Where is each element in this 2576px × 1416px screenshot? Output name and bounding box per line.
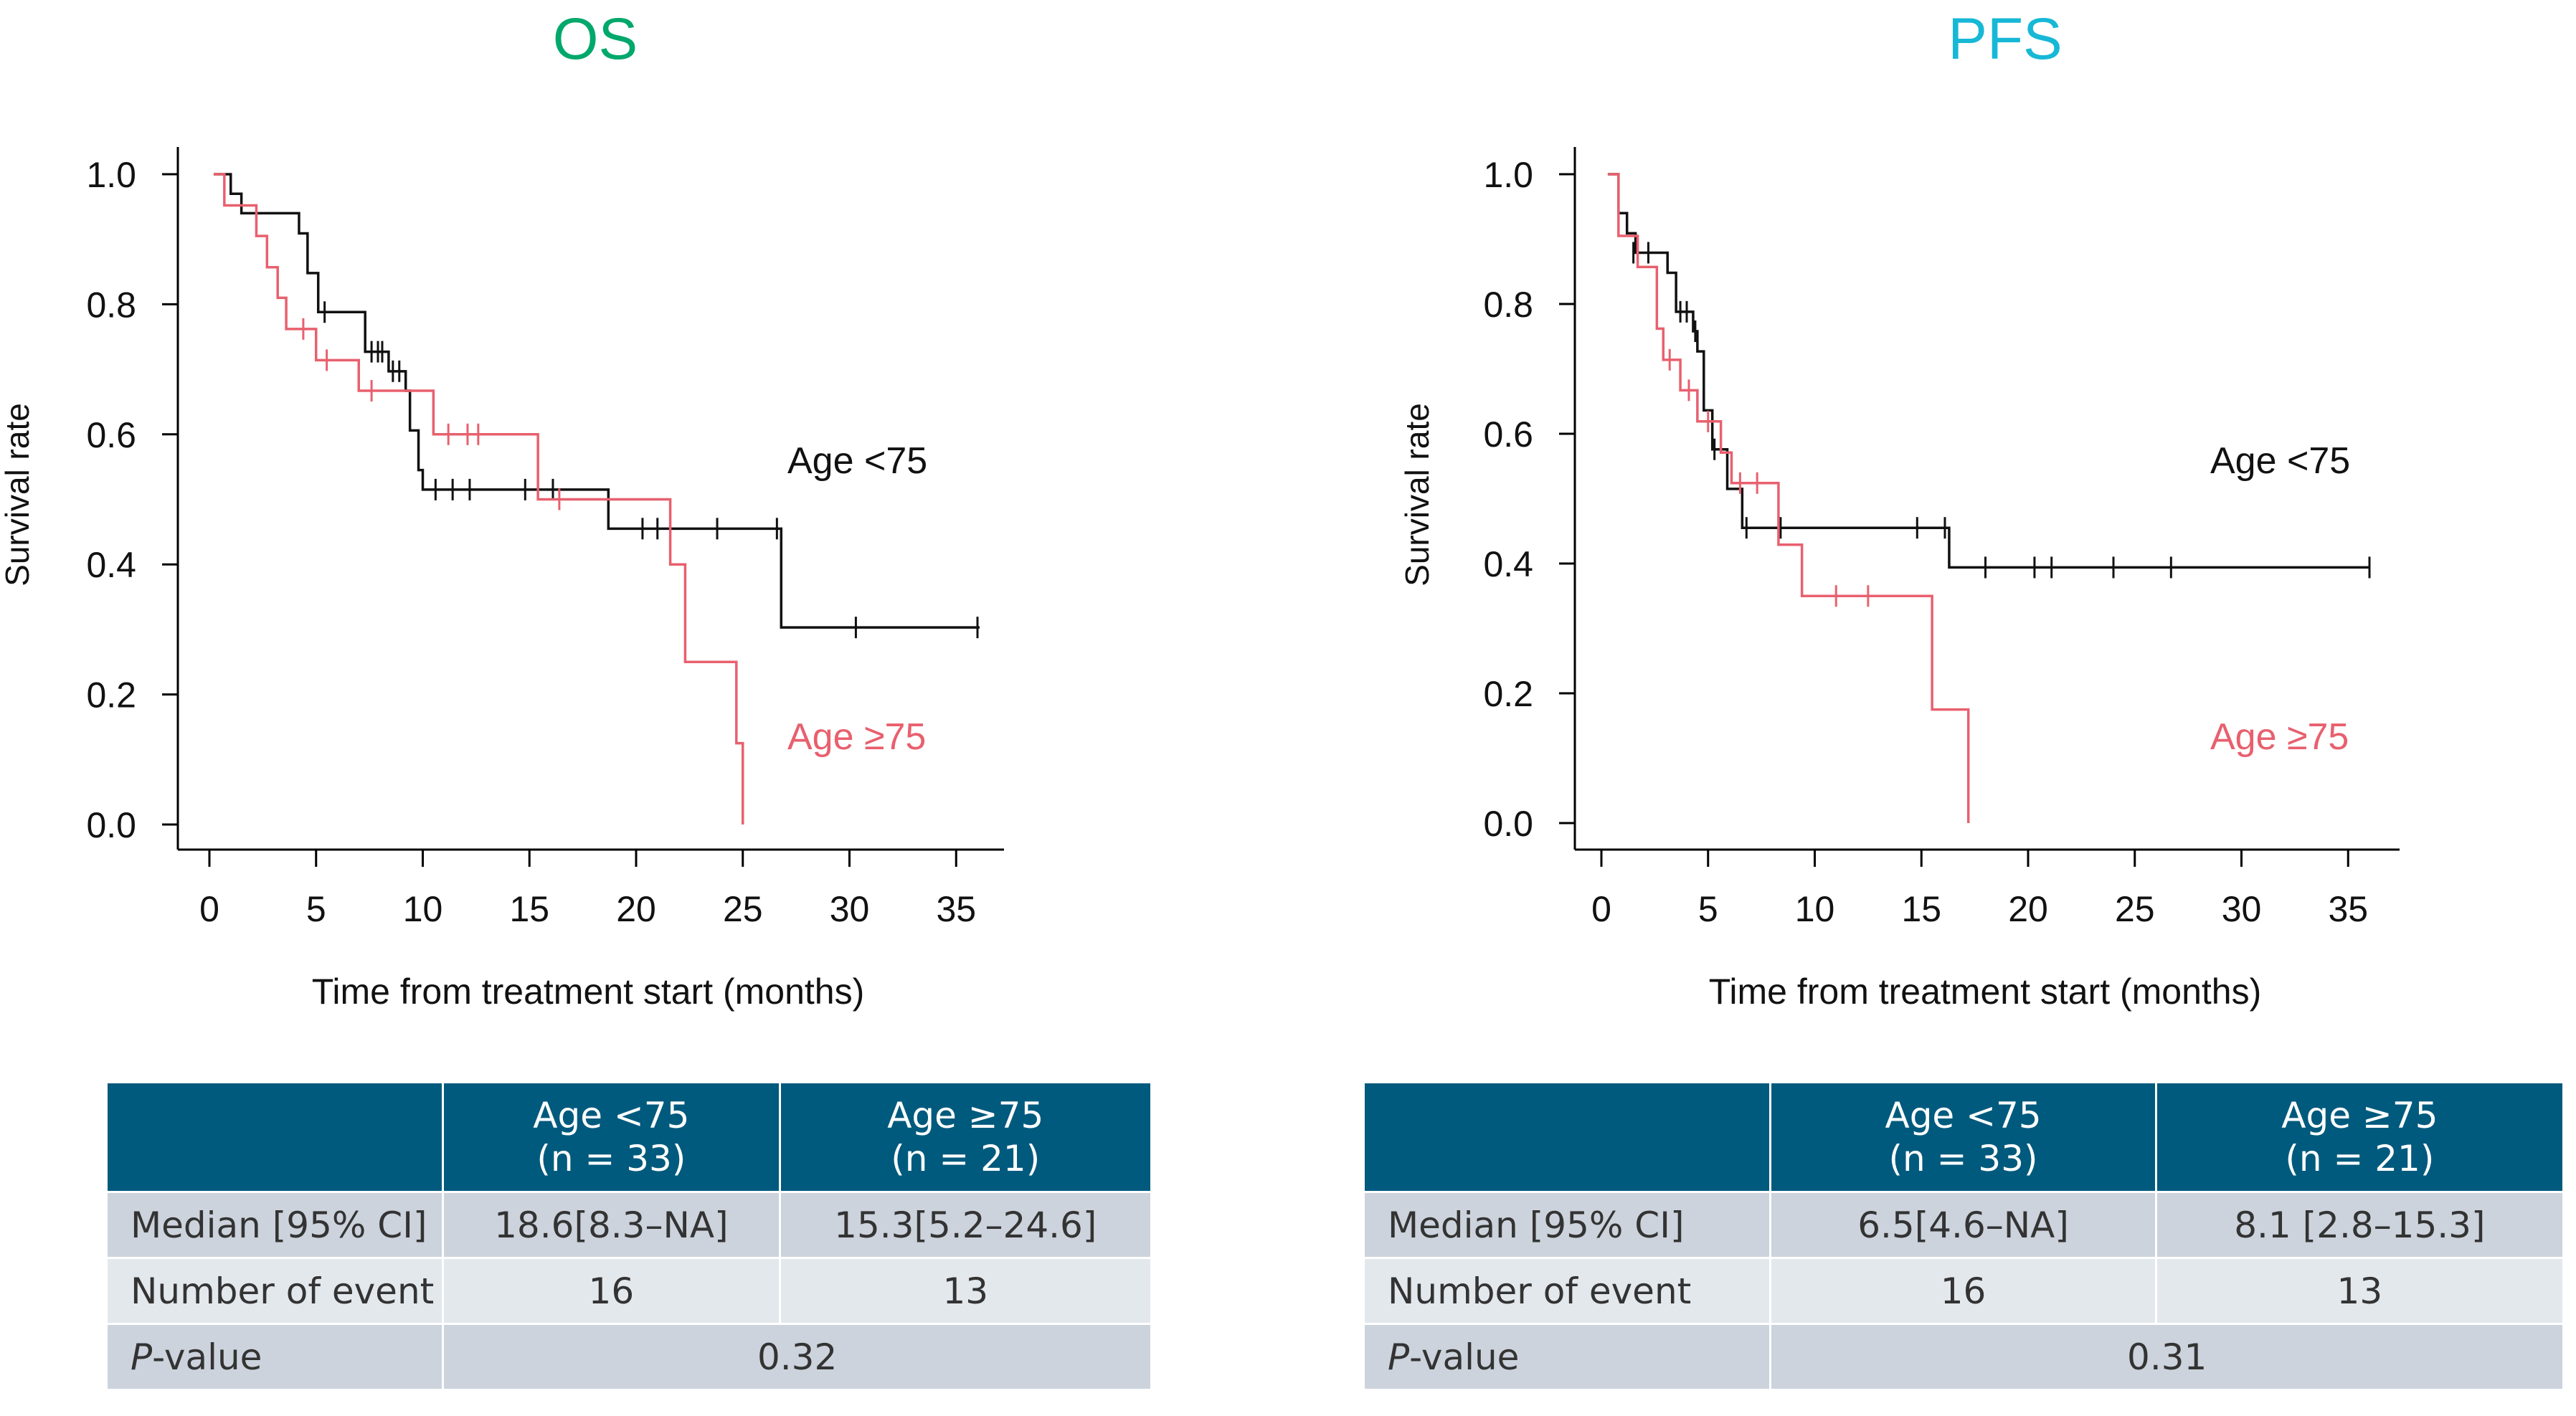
pfs-pvalue-label-rest: -value — [1409, 1336, 1520, 1378]
os-age-under-75-curve — [213, 173, 980, 629]
os-x-tick-label: 10 — [403, 889, 443, 929]
pfs-header-young-n: (n = 33) — [1888, 1138, 2038, 1179]
os-x-tick-label: 0 — [199, 889, 219, 929]
pfs-y-tick-label: 0.8 — [1483, 285, 1533, 325]
os-header-young: Age <75 (n = 33) — [442, 1081, 781, 1193]
os-header-old-n: (n = 21) — [891, 1138, 1041, 1179]
pfs-events-label: Number of event — [1362, 1257, 1772, 1325]
pfs-x-tick-label: 0 — [1591, 889, 1611, 929]
os-y-tick-label: 0.8 — [86, 285, 136, 325]
os-title: OS — [552, 6, 638, 72]
pfs-y-tick-label: 1.0 — [1483, 155, 1533, 195]
pfs-x-axis-label: Time from treatment start (months) — [1709, 971, 2262, 1012]
pfs-x-tick-label: 25 — [2115, 889, 2155, 929]
pfs-median-label: Median [95% CI] — [1362, 1191, 1772, 1259]
pfs-header-young: Age <75 (n = 33) — [1769, 1081, 2157, 1193]
pfs-table-corner — [1362, 1081, 1772, 1193]
pfs-x-tick-label: 20 — [2008, 889, 2048, 929]
os-table-header-row: Age <75 (n = 33) Age ≥75 (n = 21) — [105, 1081, 1152, 1193]
pfs-events-row: Number of event 16 13 — [1362, 1257, 2565, 1325]
pfs-chart: 0.0 0.2 0.4 0.6 0.8 1.0 0 5 10 15 20 25 30 35 Time fro… — [1398, 147, 2400, 1012]
pfs-header-old-label: Age ≥75 — [2281, 1095, 2438, 1136]
pfs-age-under-75-legend-label: Age <75 — [2210, 440, 2350, 482]
os-events-row: Number of event 16 13 — [105, 1257, 1152, 1325]
pfs-stats-table: Age <75 (n = 33) Age ≥75 (n = 21) Median… — [1362, 1081, 2565, 1391]
pfs-header-young-label: Age <75 — [1885, 1095, 2042, 1136]
os-series-age-under-75: Age <75 — [213, 173, 980, 639]
os-x-tick-label: 5 — [306, 889, 326, 929]
os-y-tick-label: 0.2 — [86, 675, 136, 716]
pfs-title: PFS — [1948, 6, 2063, 72]
pfs-y-tick-label: 0.6 — [1483, 414, 1533, 455]
os-y-tick-label: 0.6 — [86, 415, 136, 455]
os-x-tick-label: 35 — [936, 889, 976, 929]
os-y-axis-label: Survival rate — [0, 403, 36, 586]
pfs-header-old-n: (n = 21) — [2285, 1138, 2435, 1179]
os-stats-table: Age <75 (n = 33) Age ≥75 (n = 21) Median… — [105, 1081, 1152, 1391]
pfs-pvalue-label-p: P — [1388, 1336, 1410, 1378]
pfs-age-75-plus-legend-label: Age ≥75 — [2210, 716, 2349, 758]
os-age-75-plus-legend-label: Age ≥75 — [787, 716, 926, 758]
pfs-pvalue-label: P-value — [1362, 1323, 1772, 1391]
os-pvalue-row: P-value 0.32 — [105, 1323, 1152, 1391]
os-table-corner — [105, 1081, 445, 1193]
os-header-young-label: Age <75 — [533, 1095, 690, 1136]
os-y-tick-label: 0.0 — [86, 805, 136, 845]
pfs-events-old: 13 — [2154, 1257, 2565, 1325]
os-x-tick-label: 30 — [830, 889, 870, 929]
os-header-old: Age ≥75 (n = 21) — [778, 1081, 1152, 1193]
pfs-x-tick-label: 5 — [1698, 889, 1718, 929]
pfs-median-old: 8.1 [2.8–15.3] — [2154, 1191, 2565, 1259]
pfs-panel: PFS 0.0 0.2 0.4 0.6 0.8 1.0 0 5 10 15 20 25 30 35 Time… — [1288, 0, 2576, 1416]
pfs-y-axis-label: Survival rate — [1398, 403, 1436, 586]
os-pvalue-label-rest: -value — [152, 1336, 262, 1378]
pfs-x-tick-label: 30 — [2222, 889, 2262, 929]
os-median-label: Median [95% CI] — [105, 1191, 445, 1259]
pfs-age-under-75-curve — [1607, 173, 2369, 569]
os-median-young: 18.6[8.3–NA] — [442, 1191, 781, 1259]
pfs-median-row: Median [95% CI] 6.5[4.6–NA] 8.1 [2.8–15.… — [1362, 1191, 2565, 1259]
os-age-75-plus-curve — [213, 173, 744, 825]
pfs-y-tick-label: 0.0 — [1483, 804, 1533, 844]
pfs-series-age-under-75: Age <75 — [1607, 173, 2371, 579]
os-x-tick-label: 25 — [723, 889, 763, 929]
os-series-age-75-plus: Age ≥75 — [213, 173, 926, 825]
os-axes: 0.0 0.2 0.4 0.6 0.8 1.0 0 5 10 15 20 25 30 35 Time fro… — [0, 147, 1004, 1012]
pfs-header-old: Age ≥75 (n = 21) — [2154, 1081, 2565, 1193]
os-panel: OS 0.0 0.2 0.4 0.6 0.8 1.0 0 5 10 15 20 25 30 35 Time … — [0, 6, 1152, 1391]
pfs-table-header-row: Age <75 (n = 33) Age ≥75 (n = 21) — [1362, 1081, 2565, 1193]
os-median-row: Median [95% CI] 18.6[8.3–NA] 15.3[5.2–24… — [105, 1191, 1152, 1259]
pfs-y-tick-label: 0.2 — [1483, 674, 1533, 714]
os-age-under-75-legend-label: Age <75 — [787, 440, 927, 482]
os-events-label: Number of event — [105, 1257, 445, 1325]
pfs-median-young: 6.5[4.6–NA] — [1769, 1191, 2157, 1259]
pfs-events-young: 16 — [1769, 1257, 2157, 1325]
pfs-x-tick-label: 10 — [1795, 889, 1835, 929]
pfs-axes: 0.0 0.2 0.4 0.6 0.8 1.0 0 5 10 15 20 25 30 35 Time fro… — [1398, 147, 2400, 1012]
os-median-old: 15.3[5.2–24.6] — [778, 1191, 1152, 1259]
os-pvalue-value: 0.32 — [442, 1323, 1152, 1391]
os-header-young-n: (n = 33) — [536, 1138, 686, 1179]
os-pvalue-label: P-value — [105, 1323, 445, 1391]
pfs-series-age-75-plus: Age ≥75 — [1607, 173, 2349, 823]
pfs-x-tick-label: 35 — [2328, 889, 2368, 929]
os-chart: 0.0 0.2 0.4 0.6 0.8 1.0 0 5 10 15 20 25 30 35 Time fro… — [0, 147, 1004, 1012]
pfs-y-tick-label: 0.4 — [1483, 544, 1533, 584]
os-header-old-label: Age ≥75 — [887, 1095, 1044, 1136]
os-x-tick-label: 15 — [509, 889, 549, 929]
pfs-age-75-plus-curve — [1607, 173, 1970, 823]
os-x-axis-label: Time from treatment start (months) — [312, 971, 865, 1012]
os-y-tick-label: 0.4 — [86, 545, 136, 585]
pfs-x-tick-label: 15 — [1901, 889, 1941, 929]
os-y-tick-label: 1.0 — [86, 155, 136, 195]
pfs-pvalue-value: 0.31 — [1769, 1323, 2565, 1391]
pfs-pvalue-row: P-value 0.31 — [1362, 1323, 2565, 1391]
os-events-young: 16 — [442, 1257, 781, 1325]
os-x-tick-label: 20 — [616, 889, 656, 929]
os-events-old: 13 — [778, 1257, 1152, 1325]
os-pvalue-label-p: P — [131, 1336, 153, 1378]
